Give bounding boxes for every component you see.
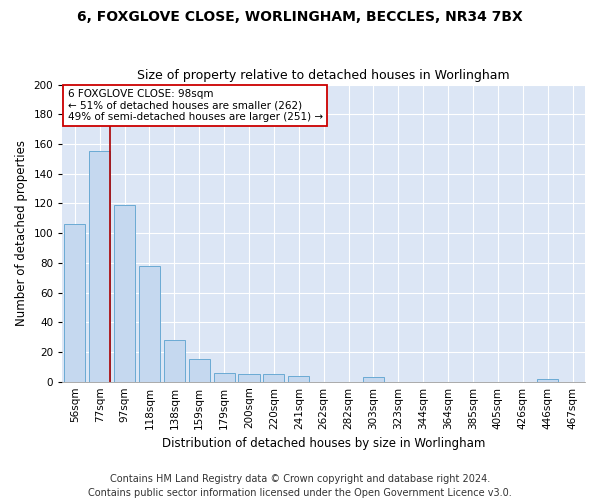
Text: 6 FOXGLOVE CLOSE: 98sqm
← 51% of detached houses are smaller (262)
49% of semi-d: 6 FOXGLOVE CLOSE: 98sqm ← 51% of detache…: [68, 89, 323, 122]
Bar: [537, 378, 558, 382]
X-axis label: Distribution of detached houses by size in Worlingham: Distribution of detached houses by size …: [162, 437, 485, 450]
Text: 6, FOXGLOVE CLOSE, WORLINGHAM, BECCLES, NR34 7BX: 6, FOXGLOVE CLOSE, WORLINGHAM, BECCLES, …: [77, 10, 523, 24]
Bar: [164, 340, 185, 382]
Bar: [139, 266, 160, 382]
Text: Contains HM Land Registry data © Crown copyright and database right 2024.
Contai: Contains HM Land Registry data © Crown c…: [88, 474, 512, 498]
Bar: [64, 224, 85, 382]
Bar: [238, 374, 260, 382]
Bar: [263, 374, 284, 382]
Bar: [188, 360, 210, 382]
Bar: [288, 376, 310, 382]
Y-axis label: Number of detached properties: Number of detached properties: [15, 140, 28, 326]
Bar: [114, 205, 135, 382]
Bar: [214, 373, 235, 382]
Bar: [363, 377, 384, 382]
Title: Size of property relative to detached houses in Worlingham: Size of property relative to detached ho…: [137, 69, 510, 82]
Bar: [89, 152, 110, 382]
